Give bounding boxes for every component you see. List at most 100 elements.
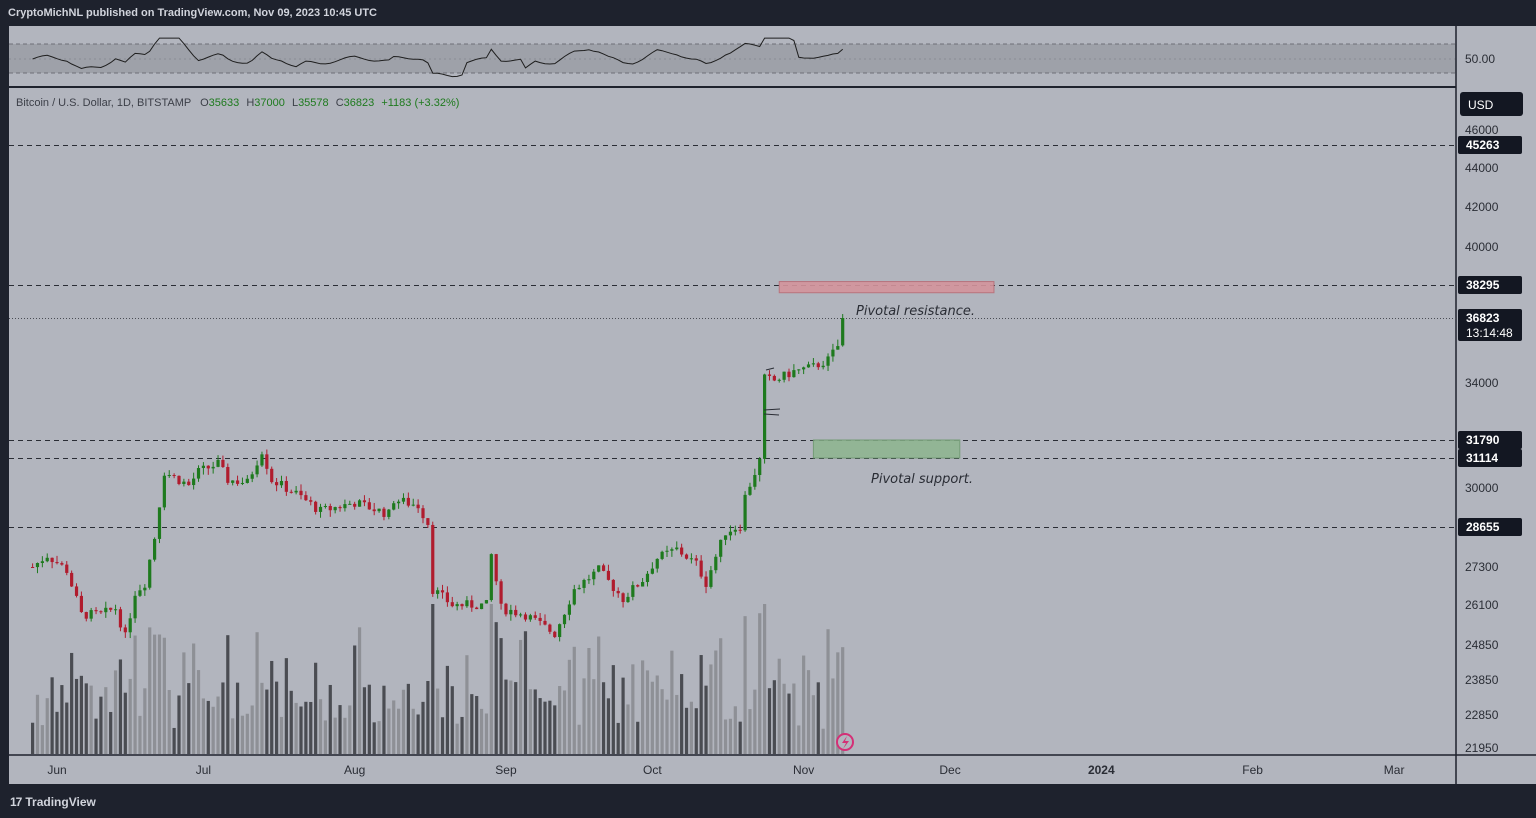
volume-bar	[138, 715, 142, 754]
volume-bar	[104, 687, 108, 754]
volume-bar	[440, 717, 445, 754]
volume-bar	[650, 681, 654, 754]
candle-body	[123, 627, 127, 633]
volume-bar	[260, 682, 264, 754]
volume-bar	[299, 706, 303, 754]
candle-body	[631, 585, 635, 597]
zone-resistance[interactable]	[778, 281, 995, 294]
level-38295-pill	[1458, 276, 1522, 294]
horizontal-levels	[9, 145, 1456, 528]
volume-bar	[748, 709, 752, 754]
candle-body	[357, 500, 362, 507]
candle-body	[99, 611, 103, 613]
drawing-mark-2	[765, 367, 775, 371]
volume-bar	[455, 723, 459, 754]
candle-body	[777, 379, 781, 381]
last-price-pill	[1458, 309, 1522, 341]
volume-bar	[372, 722, 376, 754]
candle-body	[40, 561, 44, 564]
volume-bar	[553, 705, 557, 754]
candle-body	[831, 349, 835, 357]
volume-bar	[670, 650, 674, 754]
volume-bar	[719, 638, 723, 754]
candle-body	[802, 367, 806, 370]
candle-body	[367, 502, 371, 510]
volume-bar	[782, 683, 786, 754]
lightning-icon[interactable]	[836, 733, 854, 751]
tradingview-brand[interactable]: 17 TradingView	[10, 795, 96, 809]
candle-body	[641, 582, 645, 587]
candle-body	[601, 565, 606, 571]
volume-bar	[577, 724, 581, 754]
volume-bar	[445, 665, 449, 754]
candle-body	[133, 595, 137, 619]
volume-bar	[626, 704, 630, 754]
volume-bar	[275, 681, 279, 754]
candle-body	[372, 509, 376, 512]
candle-body	[719, 539, 723, 557]
volume-bar	[196, 670, 201, 754]
candle-body	[567, 604, 571, 615]
candle-body	[592, 571, 596, 580]
currency-button[interactable]: USD	[1460, 92, 1523, 116]
time-axis[interactable]	[9, 755, 1456, 784]
volume-bar	[357, 627, 362, 754]
volume-bar	[431, 604, 435, 754]
volume-bar	[489, 604, 493, 754]
volume-bar	[362, 687, 367, 754]
candle-body	[245, 478, 249, 483]
candle-body	[636, 585, 640, 587]
volume-bar	[484, 713, 489, 754]
candle-body	[333, 507, 337, 511]
volume-bar	[723, 719, 728, 754]
candle-body	[50, 557, 54, 563]
candle-body	[514, 609, 518, 616]
candle-body	[289, 491, 293, 493]
plot-area[interactable]	[9, 88, 1456, 755]
zone-support[interactable]	[812, 439, 961, 459]
candle-body	[811, 363, 815, 365]
volume-bar	[348, 705, 352, 754]
volume-bar	[509, 680, 513, 754]
candle-body	[221, 459, 225, 467]
volume-bar	[621, 677, 625, 754]
volume-bar	[60, 685, 64, 754]
volume-bar	[123, 692, 127, 754]
volume-bar	[206, 700, 210, 754]
volume-bar	[133, 635, 137, 754]
candle-body	[436, 590, 440, 594]
volume-bar	[655, 675, 659, 754]
volume-bar	[270, 660, 274, 754]
level-45263-pill	[1458, 136, 1522, 154]
volume-bar	[641, 660, 645, 754]
candle-body	[275, 482, 279, 486]
volume-bar	[35, 694, 40, 754]
candle-body	[65, 564, 69, 573]
candle-body	[416, 504, 420, 509]
drawing-mark	[763, 408, 781, 416]
volume-bar	[148, 627, 152, 754]
candle-body	[523, 614, 528, 620]
low-value: 35578	[298, 97, 329, 109]
volume-bar	[543, 701, 547, 754]
candle-body	[548, 624, 552, 632]
candle-body	[479, 603, 484, 610]
candle-body	[709, 570, 713, 587]
volume-bar	[738, 721, 742, 754]
time-tick: Nov	[793, 763, 814, 777]
candle-body	[767, 374, 772, 376]
candle-body	[699, 560, 703, 577]
volume-bar	[680, 674, 684, 754]
candle-body	[680, 547, 684, 555]
open-label: O	[200, 97, 209, 109]
volume-bar	[792, 683, 796, 754]
level-45263-label: 45263	[1466, 138, 1500, 152]
candle-body	[318, 506, 323, 512]
time-tick: Dec	[939, 763, 960, 777]
candle-body	[763, 374, 767, 459]
close-label: C	[336, 97, 344, 109]
volume-bar	[40, 725, 44, 754]
candle-body	[172, 475, 176, 477]
candle-body	[465, 600, 469, 607]
